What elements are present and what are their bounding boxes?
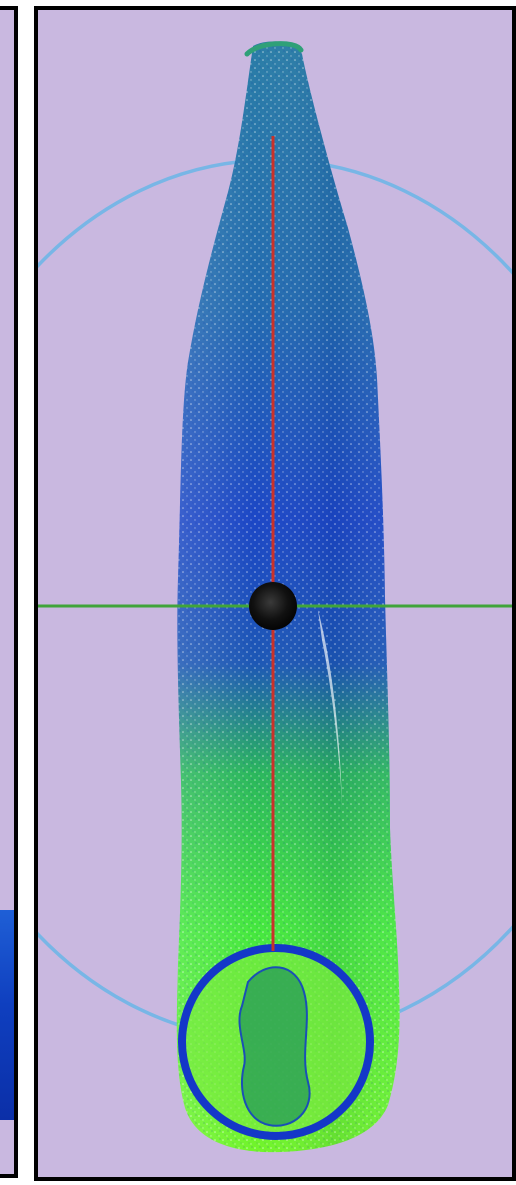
point-cloud-scene[interactable]: [38, 10, 512, 1177]
left-viewport-partial[interactable]: [0, 6, 18, 1178]
3d-viewport[interactable]: [34, 6, 516, 1181]
top-cap-arc: [244, 41, 304, 57]
sphere-marker-icon[interactable]: [249, 582, 297, 630]
base-inner-structure: [238, 966, 311, 1127]
partial-point-cloud-strip: [0, 910, 14, 1120]
